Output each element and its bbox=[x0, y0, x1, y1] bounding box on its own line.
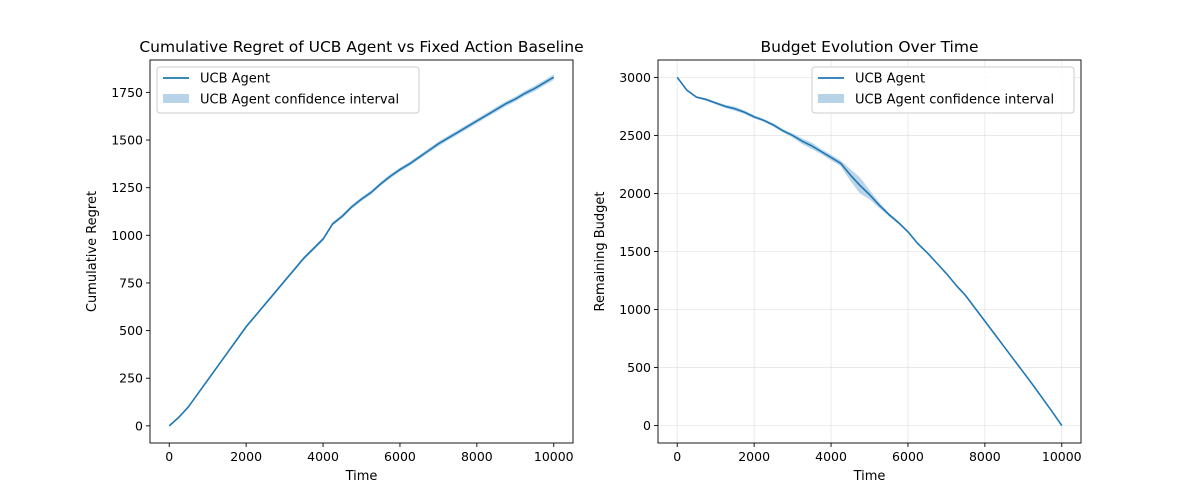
x-tick-label: 10000 bbox=[1042, 449, 1082, 464]
y-tick-label: 500 bbox=[119, 323, 143, 338]
chart-title: Cumulative Regret of UCB Agent vs Fixed … bbox=[139, 38, 583, 56]
y-tick-label: 1750 bbox=[111, 85, 143, 100]
x-tick-label: 4000 bbox=[815, 449, 847, 464]
x-tick-label: 2000 bbox=[738, 449, 770, 464]
y-tick-label: 2000 bbox=[619, 186, 651, 201]
y-tick-label: 750 bbox=[119, 275, 143, 290]
y-tick-label: 250 bbox=[119, 371, 143, 386]
y-tick-label: 1250 bbox=[111, 180, 143, 195]
legend-frame bbox=[156, 66, 420, 114]
y-tick-label: 1000 bbox=[619, 302, 651, 317]
chart-title: Budget Evolution Over Time bbox=[760, 38, 978, 56]
y-tick-label: 500 bbox=[627, 360, 651, 375]
legend-band-swatch bbox=[818, 94, 844, 103]
chart-1: 0 2000 4000 6000 8000 10000 0 250 500 750 1000 1250… bbox=[85, 38, 584, 484]
legend-band-swatch bbox=[163, 94, 189, 103]
x-tick-label: 4000 bbox=[307, 449, 339, 464]
chart-2: 0 2000 4000 6000 8000 10000 0 500 1000 1500 2000 25… bbox=[593, 38, 1082, 484]
legend-frame bbox=[811, 66, 1075, 114]
x-tick-label: 6000 bbox=[384, 449, 416, 464]
confidence-band bbox=[169, 74, 554, 426]
x-tick-label: 10000 bbox=[534, 449, 574, 464]
x-axis-label: Time bbox=[853, 469, 886, 484]
y-tick-label: 2500 bbox=[619, 128, 651, 143]
y-tick-label: 1000 bbox=[111, 228, 143, 243]
legend-label: UCB Agent bbox=[855, 72, 925, 87]
x-axis-label: Time bbox=[345, 469, 378, 484]
x-tick-label: 8000 bbox=[461, 449, 493, 464]
legend-label: UCB Agent confidence interval bbox=[855, 93, 1054, 108]
series-line bbox=[168, 76, 555, 427]
y-tick-label: 1500 bbox=[111, 133, 143, 148]
x-tick-label: 0 bbox=[673, 449, 681, 464]
y-tick-label: 0 bbox=[643, 418, 651, 433]
legend-label: UCB Agent bbox=[200, 72, 270, 87]
y-tick-label: 1500 bbox=[619, 244, 651, 259]
x-tick-label: 8000 bbox=[969, 449, 1001, 464]
y-axis-label: Cumulative Regret bbox=[85, 191, 100, 312]
axes-frame bbox=[149, 59, 574, 444]
y-tick-label: 3000 bbox=[619, 70, 651, 85]
legend: UCB Agent UCB Agent confidence interval bbox=[156, 66, 420, 114]
series-line bbox=[676, 76, 1063, 427]
legend-label: UCB Agent confidence interval bbox=[200, 93, 399, 108]
x-tick-label: 2000 bbox=[230, 449, 262, 464]
legend: UCB Agent UCB Agent confidence interval bbox=[811, 66, 1075, 114]
x-tick-label: 6000 bbox=[892, 449, 924, 464]
y-tick-label: 0 bbox=[135, 418, 143, 433]
x-tick-label: 0 bbox=[165, 449, 173, 464]
y-axis-label: Remaining Budget bbox=[593, 192, 608, 312]
